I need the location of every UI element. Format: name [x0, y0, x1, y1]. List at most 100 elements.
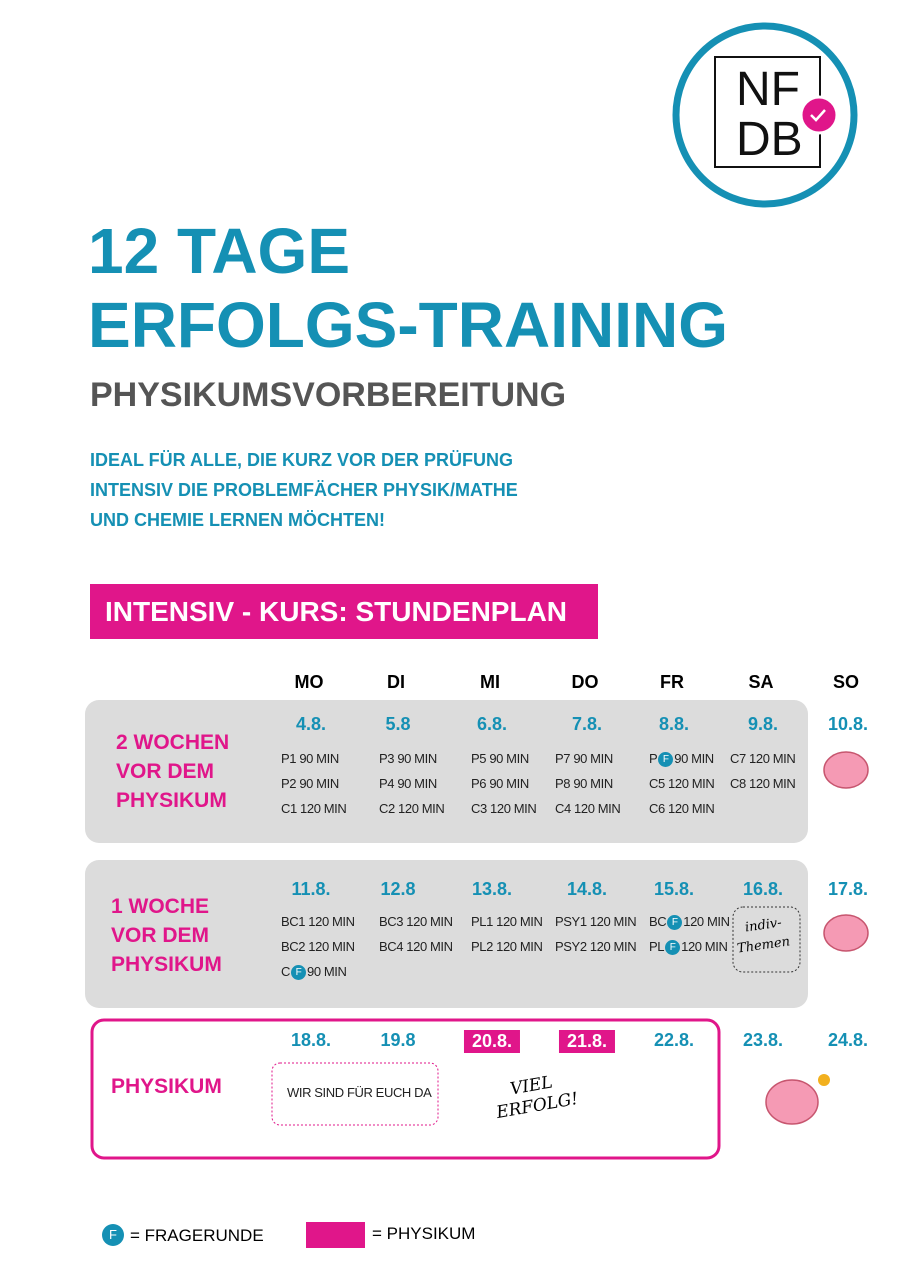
- date: 7.8.: [571, 714, 603, 734]
- session: PL1 120 MIN: [471, 914, 543, 929]
- date: 8.8.: [658, 714, 690, 734]
- brain-icon: [823, 751, 869, 789]
- day-label: DO: [571, 672, 599, 692]
- date: 21.8.: [558, 1030, 616, 1053]
- badge: F: [658, 752, 674, 768]
- session: BC3 120 MIN: [379, 914, 453, 929]
- session-prefix: C: [281, 964, 290, 979]
- date: 15.8.: [653, 879, 695, 899]
- session: C3 120 MIN: [471, 801, 537, 816]
- session: PL F 120 MIN: [649, 939, 728, 956]
- date: 17.8.: [827, 879, 869, 899]
- intro-line: UND CHEMIE LERNEN MÖCHTEN!: [90, 510, 385, 530]
- date: 13.8.: [471, 879, 513, 899]
- legend-badge: F: [109, 1227, 117, 1242]
- week-label: 1 WOCHE: [111, 895, 210, 918]
- session: BC F 120 MIN: [649, 914, 730, 931]
- date: 20.8.: [463, 1030, 521, 1053]
- week-label: PHYSIKUM: [116, 789, 227, 812]
- date: 22.8.: [653, 1030, 695, 1050]
- logo-text: DB: [736, 113, 803, 166]
- date: 23.8.: [742, 1030, 784, 1050]
- note-box: [271, 1062, 439, 1126]
- session: C6 120 MIN: [649, 801, 715, 816]
- date: 12.8: [380, 879, 416, 899]
- badge: F: [667, 915, 683, 931]
- session-prefix: BC: [649, 914, 667, 929]
- section-title: INTENSIV - KURS: STUNDENPLAN: [105, 596, 568, 627]
- day-label: SO: [832, 672, 860, 692]
- session: P8 90 MIN: [555, 776, 613, 791]
- week-label: PHYSIKUM: [111, 1075, 222, 1098]
- day-label: FR: [660, 672, 684, 692]
- day-label: MO: [294, 672, 324, 692]
- session: P4 90 MIN: [379, 776, 437, 791]
- week-label: PHYSIKUM: [111, 953, 222, 976]
- session: PSY2 120 MIN: [555, 939, 637, 954]
- date: 24.8.: [827, 1030, 869, 1050]
- session: P6 90 MIN: [471, 776, 529, 791]
- session: C F 90 MIN: [281, 964, 347, 981]
- session: C4 120 MIN: [555, 801, 621, 816]
- session: P F 90 MIN: [649, 751, 714, 768]
- session-duration: 120 MIN: [681, 939, 728, 954]
- date: 11.8.: [291, 879, 331, 899]
- session: P7 90 MIN: [555, 751, 613, 766]
- logo-text: NF: [736, 63, 800, 116]
- week-label: 2 WOCHEN: [116, 731, 230, 754]
- subtitle: PHYSIKUMSVORBEREITUNG: [90, 376, 567, 414]
- section-banner: [90, 584, 598, 639]
- date: 18.8.: [290, 1030, 332, 1050]
- brain-icon: [823, 914, 869, 952]
- legend-swatch: [306, 1222, 365, 1248]
- date: 9.8.: [747, 714, 779, 734]
- week-box: [85, 860, 808, 1008]
- session: C2 120 MIN: [379, 801, 445, 816]
- session: P1 90 MIN: [281, 751, 339, 766]
- session-duration: 90 MIN: [674, 751, 714, 766]
- title: ERFOLGS-TRAINING: [88, 289, 728, 361]
- date: 6.8.: [476, 714, 508, 734]
- date: 5.8: [385, 714, 411, 734]
- legend-badge-circle: [102, 1224, 124, 1246]
- day-label: MI: [480, 672, 500, 692]
- session-prefix: P: [649, 751, 658, 766]
- day-label: SA: [748, 672, 774, 692]
- legend-text: = FRAGERUNDE: [130, 1226, 264, 1245]
- session: PL2 120 MIN: [471, 939, 543, 954]
- date: 14.8.: [566, 879, 608, 899]
- session: BC2 120 MIN: [281, 939, 355, 954]
- legend-text: = PHYSIKUM: [372, 1224, 476, 1243]
- session: C7 120 MIN: [730, 751, 796, 766]
- session: BC1 120 MIN: [281, 914, 355, 929]
- session-prefix: PL: [649, 939, 665, 954]
- intro-line: IDEAL FÜR ALLE, DIE KURZ VOR DER PRÜFUNG: [90, 450, 514, 470]
- session: C5 120 MIN: [649, 776, 715, 791]
- session: P2 90 MIN: [281, 776, 339, 791]
- title: 12 TAGE: [88, 215, 350, 287]
- note: WIR SIND FÜR EUCH DA: [287, 1085, 432, 1100]
- intro-line: INTENSIV DIE PROBLEMFÄCHER PHYSIK/MATHE: [90, 480, 518, 500]
- session-duration: 120 MIN: [683, 914, 730, 929]
- week-box: [90, 1018, 721, 1160]
- date: 10.8.: [827, 714, 869, 734]
- session: BC4 120 MIN: [379, 939, 453, 954]
- date: 16.8.: [742, 879, 784, 899]
- logo-check-mark: [810, 109, 826, 122]
- date: 19.8: [380, 1030, 416, 1050]
- session: C8 120 MIN: [730, 776, 796, 791]
- note-box: [732, 906, 801, 973]
- badge: F: [291, 965, 306, 981]
- badge: F: [665, 940, 681, 956]
- brain-icon: [765, 1079, 819, 1125]
- session: C1 120 MIN: [281, 801, 347, 816]
- week-box: [85, 700, 808, 843]
- date: 4.8.: [295, 714, 327, 734]
- session: PSY1 120 MIN: [555, 914, 637, 929]
- week-label: VOR DEM: [116, 760, 215, 783]
- session: P5 90 MIN: [471, 751, 529, 766]
- day-label: DI: [387, 672, 405, 692]
- session-duration: 90 MIN: [307, 964, 347, 979]
